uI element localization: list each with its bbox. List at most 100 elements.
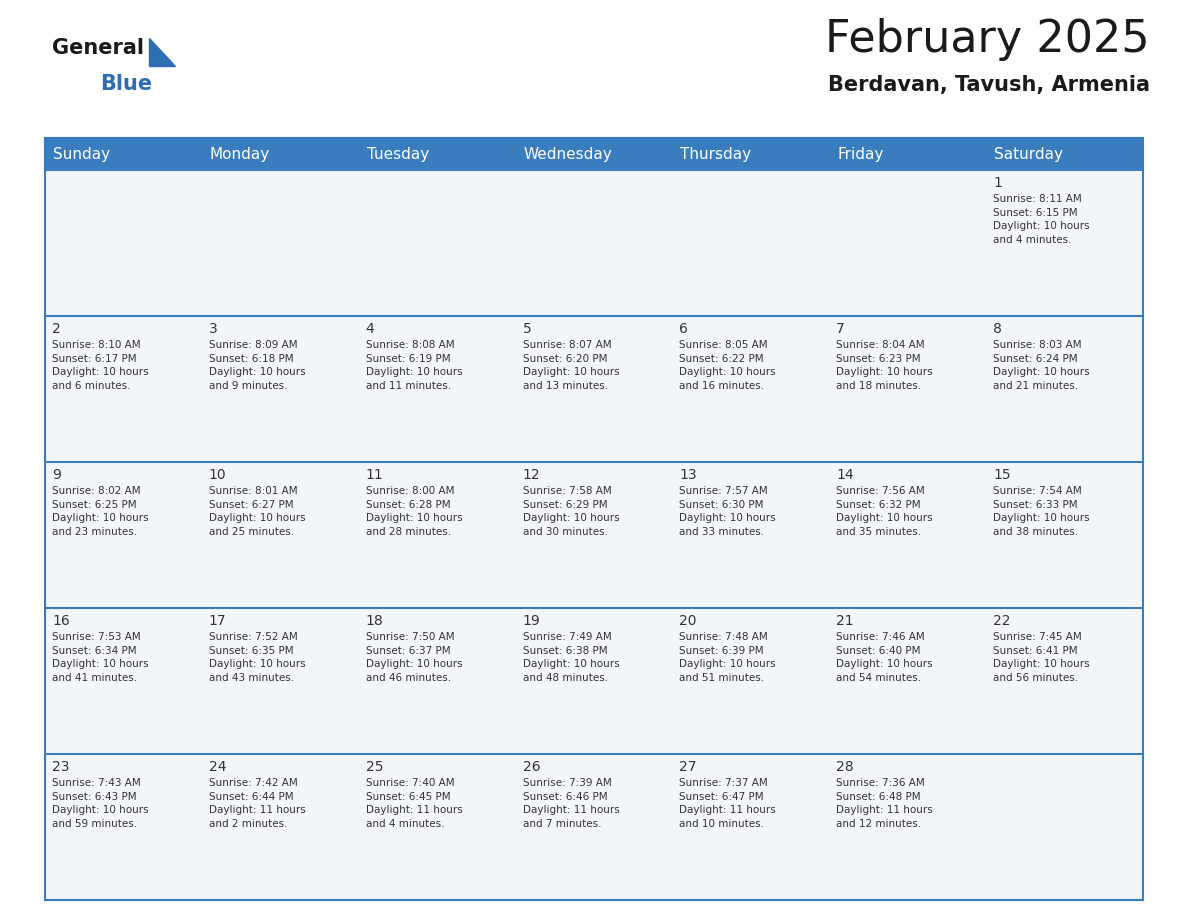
Bar <box>516 170 672 316</box>
Bar <box>45 170 202 316</box>
Text: Sunrise: 7:54 AM
Sunset: 6:33 PM
Daylight: 10 hours
and 38 minutes.: Sunrise: 7:54 AM Sunset: 6:33 PM Dayligh… <box>993 486 1089 537</box>
Text: 16: 16 <box>52 614 70 628</box>
Text: Sunrise: 8:09 AM
Sunset: 6:18 PM
Daylight: 10 hours
and 9 minutes.: Sunrise: 8:09 AM Sunset: 6:18 PM Dayligh… <box>209 340 305 391</box>
Bar <box>672 608 829 754</box>
Bar <box>829 170 986 316</box>
Polygon shape <box>148 38 175 66</box>
Text: 26: 26 <box>523 760 541 774</box>
Bar <box>45 138 1143 170</box>
Bar <box>672 462 829 608</box>
Text: 23: 23 <box>52 760 70 774</box>
Text: Sunrise: 8:07 AM
Sunset: 6:20 PM
Daylight: 10 hours
and 13 minutes.: Sunrise: 8:07 AM Sunset: 6:20 PM Dayligh… <box>523 340 619 391</box>
Text: 27: 27 <box>680 760 697 774</box>
Text: Sunrise: 7:37 AM
Sunset: 6:47 PM
Daylight: 11 hours
and 10 minutes.: Sunrise: 7:37 AM Sunset: 6:47 PM Dayligh… <box>680 778 776 829</box>
Bar <box>829 462 986 608</box>
Bar <box>829 754 986 900</box>
Bar <box>829 316 986 462</box>
Text: Sunrise: 7:36 AM
Sunset: 6:48 PM
Daylight: 11 hours
and 12 minutes.: Sunrise: 7:36 AM Sunset: 6:48 PM Dayligh… <box>836 778 933 829</box>
Bar <box>359 754 516 900</box>
Text: Sunrise: 8:11 AM
Sunset: 6:15 PM
Daylight: 10 hours
and 4 minutes.: Sunrise: 8:11 AM Sunset: 6:15 PM Dayligh… <box>993 194 1089 245</box>
Text: 2: 2 <box>52 322 61 336</box>
Text: Sunrise: 7:50 AM
Sunset: 6:37 PM
Daylight: 10 hours
and 46 minutes.: Sunrise: 7:50 AM Sunset: 6:37 PM Dayligh… <box>366 632 462 683</box>
Text: 6: 6 <box>680 322 688 336</box>
Bar <box>986 608 1143 754</box>
Text: 12: 12 <box>523 468 541 482</box>
Text: Sunrise: 7:40 AM
Sunset: 6:45 PM
Daylight: 11 hours
and 4 minutes.: Sunrise: 7:40 AM Sunset: 6:45 PM Dayligh… <box>366 778 462 829</box>
Text: 5: 5 <box>523 322 531 336</box>
Text: 3: 3 <box>209 322 217 336</box>
Bar <box>202 462 359 608</box>
Bar <box>516 462 672 608</box>
Text: Sunrise: 7:49 AM
Sunset: 6:38 PM
Daylight: 10 hours
and 48 minutes.: Sunrise: 7:49 AM Sunset: 6:38 PM Dayligh… <box>523 632 619 683</box>
Text: Sunrise: 7:48 AM
Sunset: 6:39 PM
Daylight: 10 hours
and 51 minutes.: Sunrise: 7:48 AM Sunset: 6:39 PM Dayligh… <box>680 632 776 683</box>
Text: Sunrise: 7:43 AM
Sunset: 6:43 PM
Daylight: 10 hours
and 59 minutes.: Sunrise: 7:43 AM Sunset: 6:43 PM Dayligh… <box>52 778 148 829</box>
Text: Saturday: Saturday <box>994 147 1063 162</box>
Text: Sunrise: 8:03 AM
Sunset: 6:24 PM
Daylight: 10 hours
and 21 minutes.: Sunrise: 8:03 AM Sunset: 6:24 PM Dayligh… <box>993 340 1089 391</box>
Bar <box>45 316 202 462</box>
Text: 19: 19 <box>523 614 541 628</box>
Text: 13: 13 <box>680 468 697 482</box>
Text: Sunrise: 7:39 AM
Sunset: 6:46 PM
Daylight: 11 hours
and 7 minutes.: Sunrise: 7:39 AM Sunset: 6:46 PM Dayligh… <box>523 778 619 829</box>
Text: Blue: Blue <box>100 74 152 94</box>
Bar <box>829 608 986 754</box>
Text: 10: 10 <box>209 468 227 482</box>
Text: Monday: Monday <box>210 147 270 162</box>
Text: Sunrise: 7:57 AM
Sunset: 6:30 PM
Daylight: 10 hours
and 33 minutes.: Sunrise: 7:57 AM Sunset: 6:30 PM Dayligh… <box>680 486 776 537</box>
Text: 7: 7 <box>836 322 845 336</box>
Text: 18: 18 <box>366 614 384 628</box>
Text: Friday: Friday <box>838 147 884 162</box>
Text: 20: 20 <box>680 614 697 628</box>
Bar <box>359 608 516 754</box>
Text: 1: 1 <box>993 176 1001 190</box>
Text: Sunrise: 8:05 AM
Sunset: 6:22 PM
Daylight: 10 hours
and 16 minutes.: Sunrise: 8:05 AM Sunset: 6:22 PM Dayligh… <box>680 340 776 391</box>
Bar <box>202 754 359 900</box>
Text: Berdavan, Tavush, Armenia: Berdavan, Tavush, Armenia <box>828 75 1150 95</box>
Text: February 2025: February 2025 <box>826 18 1150 61</box>
Bar <box>45 608 202 754</box>
Bar <box>986 316 1143 462</box>
Text: 15: 15 <box>993 468 1011 482</box>
Text: Tuesday: Tuesday <box>367 147 429 162</box>
Bar <box>359 170 516 316</box>
Bar <box>202 170 359 316</box>
Text: Sunrise: 7:58 AM
Sunset: 6:29 PM
Daylight: 10 hours
and 30 minutes.: Sunrise: 7:58 AM Sunset: 6:29 PM Dayligh… <box>523 486 619 537</box>
Bar <box>45 138 1143 900</box>
Text: Sunrise: 7:53 AM
Sunset: 6:34 PM
Daylight: 10 hours
and 41 minutes.: Sunrise: 7:53 AM Sunset: 6:34 PM Dayligh… <box>52 632 148 683</box>
Bar <box>986 170 1143 316</box>
Text: Sunrise: 8:02 AM
Sunset: 6:25 PM
Daylight: 10 hours
and 23 minutes.: Sunrise: 8:02 AM Sunset: 6:25 PM Dayligh… <box>52 486 148 537</box>
Text: Sunrise: 7:45 AM
Sunset: 6:41 PM
Daylight: 10 hours
and 56 minutes.: Sunrise: 7:45 AM Sunset: 6:41 PM Dayligh… <box>993 632 1089 683</box>
Text: 22: 22 <box>993 614 1011 628</box>
Text: Sunrise: 8:08 AM
Sunset: 6:19 PM
Daylight: 10 hours
and 11 minutes.: Sunrise: 8:08 AM Sunset: 6:19 PM Dayligh… <box>366 340 462 391</box>
Text: 9: 9 <box>52 468 61 482</box>
Text: 4: 4 <box>366 322 374 336</box>
Bar <box>359 462 516 608</box>
Bar <box>202 316 359 462</box>
Text: Sunrise: 7:56 AM
Sunset: 6:32 PM
Daylight: 10 hours
and 35 minutes.: Sunrise: 7:56 AM Sunset: 6:32 PM Dayligh… <box>836 486 933 537</box>
Bar <box>516 754 672 900</box>
Text: Sunrise: 8:10 AM
Sunset: 6:17 PM
Daylight: 10 hours
and 6 minutes.: Sunrise: 8:10 AM Sunset: 6:17 PM Dayligh… <box>52 340 148 391</box>
Text: 17: 17 <box>209 614 227 628</box>
Text: 8: 8 <box>993 322 1001 336</box>
Bar <box>359 316 516 462</box>
Text: 21: 21 <box>836 614 854 628</box>
Bar <box>45 462 202 608</box>
Bar <box>516 316 672 462</box>
Text: Sunrise: 7:52 AM
Sunset: 6:35 PM
Daylight: 10 hours
and 43 minutes.: Sunrise: 7:52 AM Sunset: 6:35 PM Dayligh… <box>209 632 305 683</box>
Text: Sunday: Sunday <box>53 147 110 162</box>
Text: 28: 28 <box>836 760 854 774</box>
Text: General: General <box>52 38 144 58</box>
Bar <box>986 462 1143 608</box>
Text: Sunrise: 7:46 AM
Sunset: 6:40 PM
Daylight: 10 hours
and 54 minutes.: Sunrise: 7:46 AM Sunset: 6:40 PM Dayligh… <box>836 632 933 683</box>
Text: Thursday: Thursday <box>681 147 752 162</box>
Bar <box>672 754 829 900</box>
Text: Sunrise: 8:04 AM
Sunset: 6:23 PM
Daylight: 10 hours
and 18 minutes.: Sunrise: 8:04 AM Sunset: 6:23 PM Dayligh… <box>836 340 933 391</box>
Text: Sunrise: 8:00 AM
Sunset: 6:28 PM
Daylight: 10 hours
and 28 minutes.: Sunrise: 8:00 AM Sunset: 6:28 PM Dayligh… <box>366 486 462 537</box>
Bar <box>672 316 829 462</box>
Text: Sunrise: 8:01 AM
Sunset: 6:27 PM
Daylight: 10 hours
and 25 minutes.: Sunrise: 8:01 AM Sunset: 6:27 PM Dayligh… <box>209 486 305 537</box>
Text: 11: 11 <box>366 468 384 482</box>
Text: 24: 24 <box>209 760 227 774</box>
Bar <box>986 754 1143 900</box>
Bar <box>516 608 672 754</box>
Bar <box>202 608 359 754</box>
Bar <box>672 170 829 316</box>
